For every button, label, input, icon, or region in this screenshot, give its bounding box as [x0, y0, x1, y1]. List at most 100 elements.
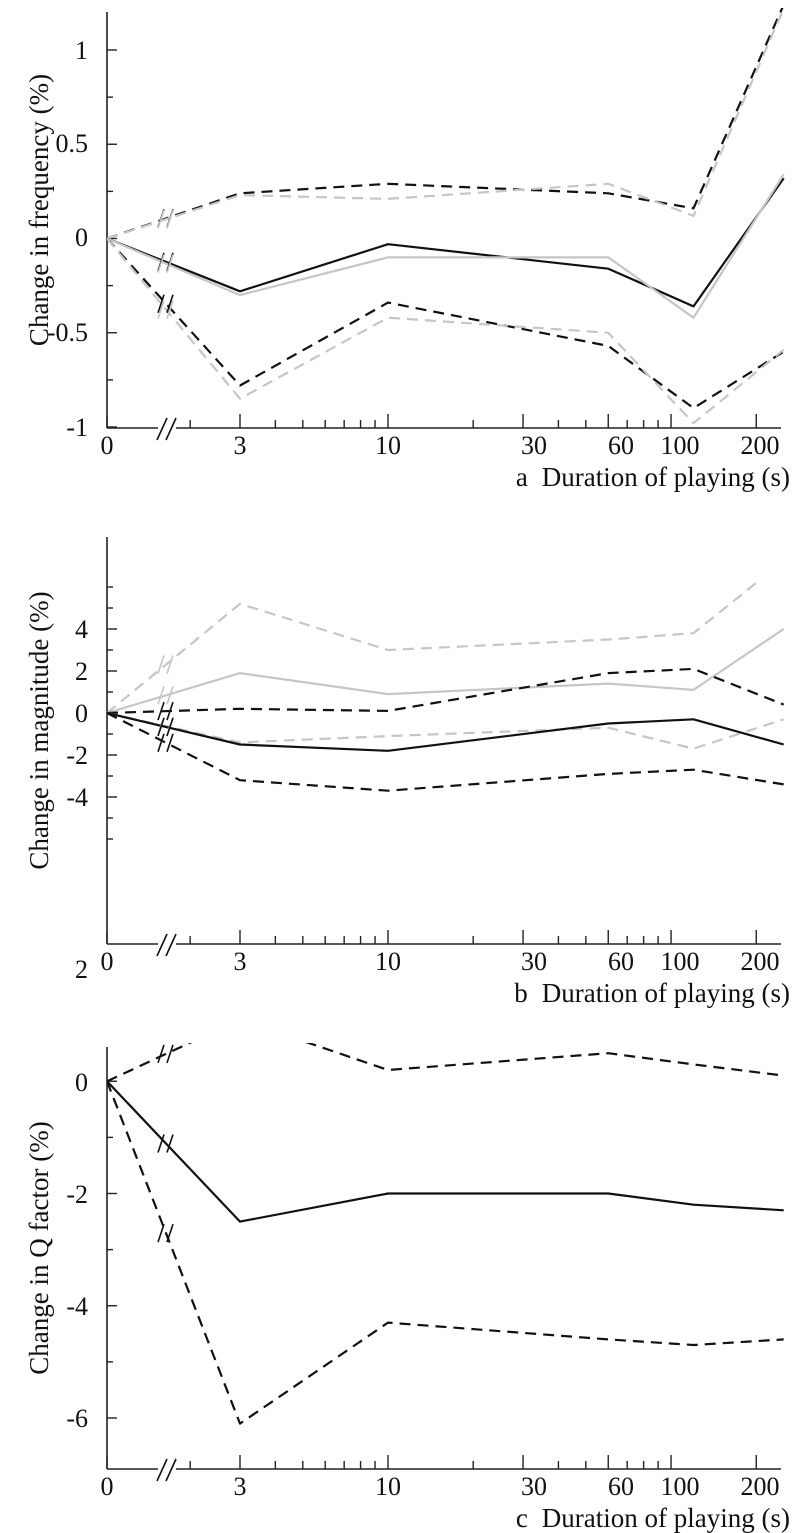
x-axis-title: a Duration of playing (s) [516, 462, 790, 492]
series-group [107, 1043, 784, 1425]
x-tick-label: 3 [234, 431, 247, 460]
x-tick-label: 60 [608, 947, 634, 976]
series-break-mark [166, 254, 174, 273]
x-tick-label: 30 [521, 431, 547, 460]
x-tick-label: 100 [661, 1472, 700, 1501]
x-tick-label: 200 [741, 947, 780, 976]
series-break-mark [166, 655, 174, 674]
y-tick-label: 1 [75, 36, 88, 65]
series-group [107, 8, 785, 425]
series-line-black-solid [107, 711, 784, 752]
x-tick-label: 30 [521, 947, 547, 976]
series-break-mark [166, 1223, 174, 1243]
x-axis-break-mark [156, 417, 168, 441]
x-tick-label: 3 [234, 1472, 247, 1501]
y-tick-label: 0 [75, 1068, 88, 1097]
x-axis-break-mark [165, 1458, 177, 1482]
x-tick-label: 60 [608, 1472, 634, 1501]
series-line-gray-dashed [107, 8, 785, 240]
x-axis-label: Duration of playing (s) [542, 462, 790, 492]
x-tick-label: 100 [661, 947, 700, 976]
series-break-mark [157, 1044, 165, 1064]
x-tick-label: 200 [741, 1472, 780, 1501]
x-axis-title: c Duration of playing (s) [516, 1503, 790, 1533]
series-break-mark [166, 1044, 174, 1064]
series-break-mark [157, 210, 165, 229]
series-group [107, 581, 785, 792]
series-break-mark [166, 701, 174, 721]
series-line-black-dashed [107, 8, 784, 240]
series-line-gray-solid [107, 173, 785, 319]
x-axis-break-mark [165, 417, 177, 441]
series-break-mark [166, 300, 174, 319]
series-break-mark [157, 686, 165, 705]
x-tick-label: 10 [375, 1472, 401, 1501]
series-line-gray-dashed [107, 237, 785, 425]
series-break-mark [157, 1134, 165, 1153]
series-break-mark [166, 733, 174, 753]
series-break-mark [166, 294, 174, 313]
y-tick-label: 4 [75, 615, 88, 644]
y-tick-label: -4 [66, 783, 88, 812]
y-tick-label: 2 [75, 657, 88, 686]
series-break-mark [166, 717, 174, 737]
panel-label: a [516, 462, 528, 492]
y-axis-title: Change in frequency (%) [24, 74, 54, 346]
series-line-black-dashed [107, 237, 785, 410]
series-line-black-solid [107, 1080, 784, 1223]
x-axis-break-mark [156, 1458, 168, 1482]
series-break-mark [166, 210, 174, 229]
x-tick-label: 0 [101, 431, 114, 460]
y-tick-label: -2 [66, 1180, 88, 1209]
series-line-black-solid [107, 177, 785, 308]
y-tick-label: -1 [66, 413, 88, 442]
x-tick-label: 60 [608, 431, 634, 460]
y-tick-label: 0 [75, 699, 88, 728]
series-line-black-dashed [107, 712, 784, 792]
y-axis-title: Change in magnitude (%) [24, 591, 54, 869]
x-tick-label: 200 [741, 431, 780, 460]
x-tick-label: 30 [521, 1472, 547, 1501]
series-break-mark [157, 300, 165, 319]
x-tick-label: 0 [101, 947, 114, 976]
y-tick-label: 0 [75, 223, 88, 252]
panel-label: c [516, 1503, 528, 1533]
x-axis-break-mark [165, 933, 177, 957]
x-tick-label: 0 [101, 1472, 114, 1501]
series-line-black-dashed [107, 667, 785, 715]
y-tick-label: 0.5 [56, 129, 89, 158]
series-break-mark [157, 701, 165, 721]
series-line-gray-dashed [107, 581, 757, 714]
series-break-mark [157, 733, 165, 753]
series-break-mark [157, 294, 165, 313]
y-tick-label: -0.5 [47, 318, 88, 347]
series-break-mark [157, 717, 165, 737]
series-break-mark [166, 686, 174, 705]
y-tick-label: 2 [75, 955, 88, 984]
panel-label: b [514, 978, 528, 1008]
panel-c-q-factor: -6 -4 -2 0 2 0 3 10 30 60 100 200 c Duration of playi… [24, 955, 790, 1533]
x-axis-label: Duration of playing (s) [542, 1503, 790, 1533]
x-tick-label: 100 [661, 431, 700, 460]
x-tick-label: 10 [375, 947, 401, 976]
x-axis-label: Duration of playing (s) [542, 978, 790, 1008]
x-axis-break-mark [156, 933, 168, 957]
series-line-black-dashed [107, 1043, 784, 1083]
series-line-gray-dashed [107, 711, 785, 750]
x-axis-title: b Duration of playing (s) [514, 978, 790, 1008]
series-break-mark [157, 254, 165, 273]
y-tick-label: -4 [66, 1292, 88, 1321]
series-break-mark [166, 1134, 174, 1153]
series-break-mark [157, 1223, 165, 1243]
y-tick-label: -6 [66, 1404, 88, 1433]
y-tick-label: -2 [66, 741, 88, 770]
series-line-black-dashed [107, 1080, 784, 1425]
y-axis-title: Change in Q factor (%) [24, 1121, 54, 1374]
x-tick-label: 3 [234, 947, 247, 976]
series-break-mark [157, 655, 165, 674]
x-tick-label: 10 [375, 431, 401, 460]
series-line-gray-solid [107, 628, 785, 715]
